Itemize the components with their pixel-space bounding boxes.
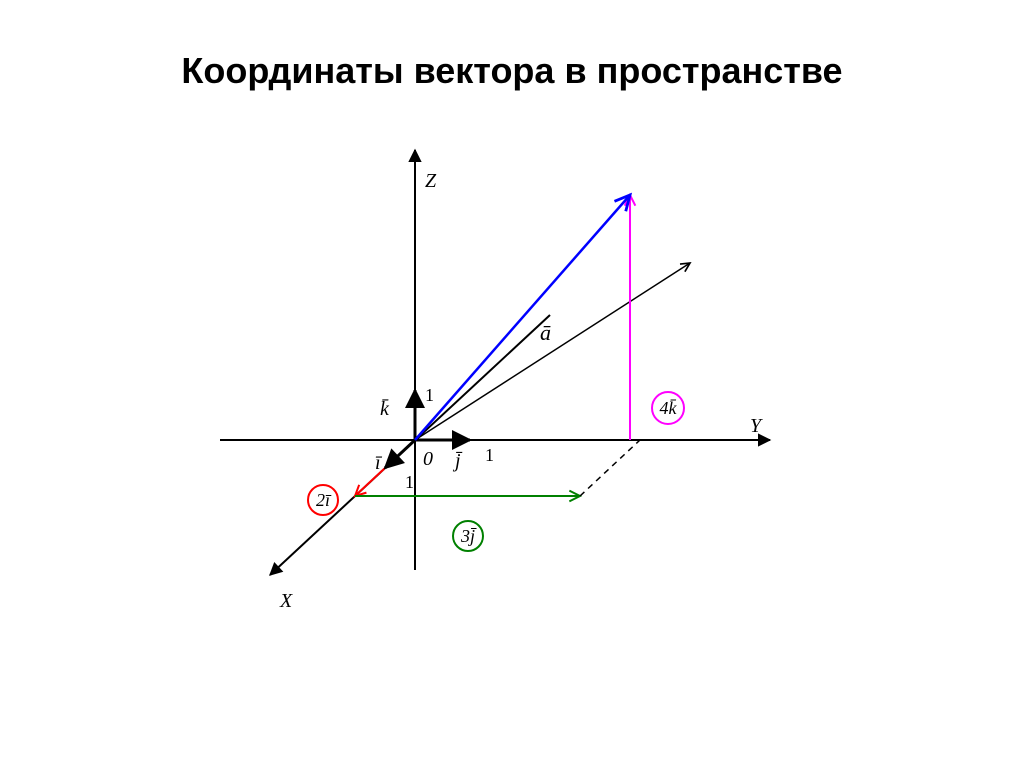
x-axis-label: X: [280, 590, 292, 613]
projection-line: [415, 263, 690, 440]
vector-a-group: [415, 195, 630, 440]
projection-group: [415, 263, 690, 440]
axes-group: [220, 150, 770, 575]
badge-2i: 2ī: [307, 484, 339, 516]
unit-label-j: j̄: [455, 450, 461, 473]
vector-a-label: ā: [540, 320, 551, 346]
dashed-connector: [580, 440, 640, 496]
vector-3d-diagram: Z Y X 0 2ī 3j̄ 4k̄ k̄ 1 j̄ 1 ī 1 ā: [210, 140, 830, 700]
y-axis-label: Y: [750, 415, 761, 438]
origin-label: 0: [423, 448, 433, 471]
badge-4k: 4k̄: [651, 391, 685, 425]
z-axis-label: Z: [425, 170, 436, 193]
vector-a: [415, 195, 630, 440]
diagram-svg: [210, 140, 830, 700]
unit-label-k: k̄: [380, 398, 389, 421]
unit-tick-j: 1: [485, 445, 494, 466]
unit-tick-k: 1: [425, 385, 434, 406]
badge-3j: 3j̄: [452, 520, 484, 552]
unit-tick-i: 1: [405, 472, 414, 493]
page-title: Координаты вектора в пространстве: [0, 50, 1024, 92]
unit-label-i: ī: [375, 452, 381, 475]
dashed-group: [580, 440, 640, 496]
unit-vector-i: [385, 440, 415, 468]
